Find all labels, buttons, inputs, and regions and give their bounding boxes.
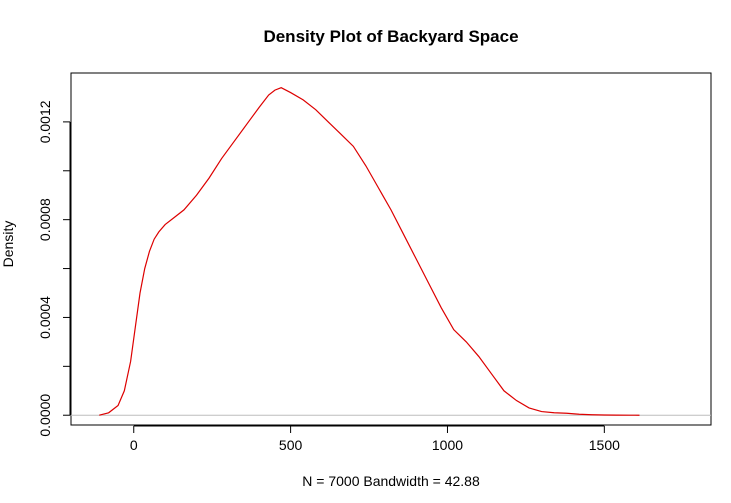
chart-title: Density Plot of Backyard Space: [263, 27, 518, 46]
plot-frame: [70, 72, 712, 426]
x-axis: 0 500 1000 1500: [130, 425, 620, 453]
x-tick-label: 500: [279, 437, 303, 453]
x-axis-label: N = 7000 Bandwidth = 42.88: [302, 473, 480, 489]
y-tick-label: 0.0004: [37, 296, 53, 339]
density-curve: [99, 87, 640, 416]
y-tick-label: 0.0008: [37, 198, 53, 241]
x-tick-label: 1000: [432, 437, 463, 453]
y-tick-label: 0.0012: [37, 100, 53, 143]
x-tick-label: 1500: [589, 437, 620, 453]
x-tick-label: 0: [130, 437, 138, 453]
y-tick-label: 0.0000: [37, 394, 53, 437]
y-axis: 0.0000 0.0004 0.0008 0.0012: [37, 100, 71, 437]
y-axis-label: Density: [0, 221, 16, 268]
